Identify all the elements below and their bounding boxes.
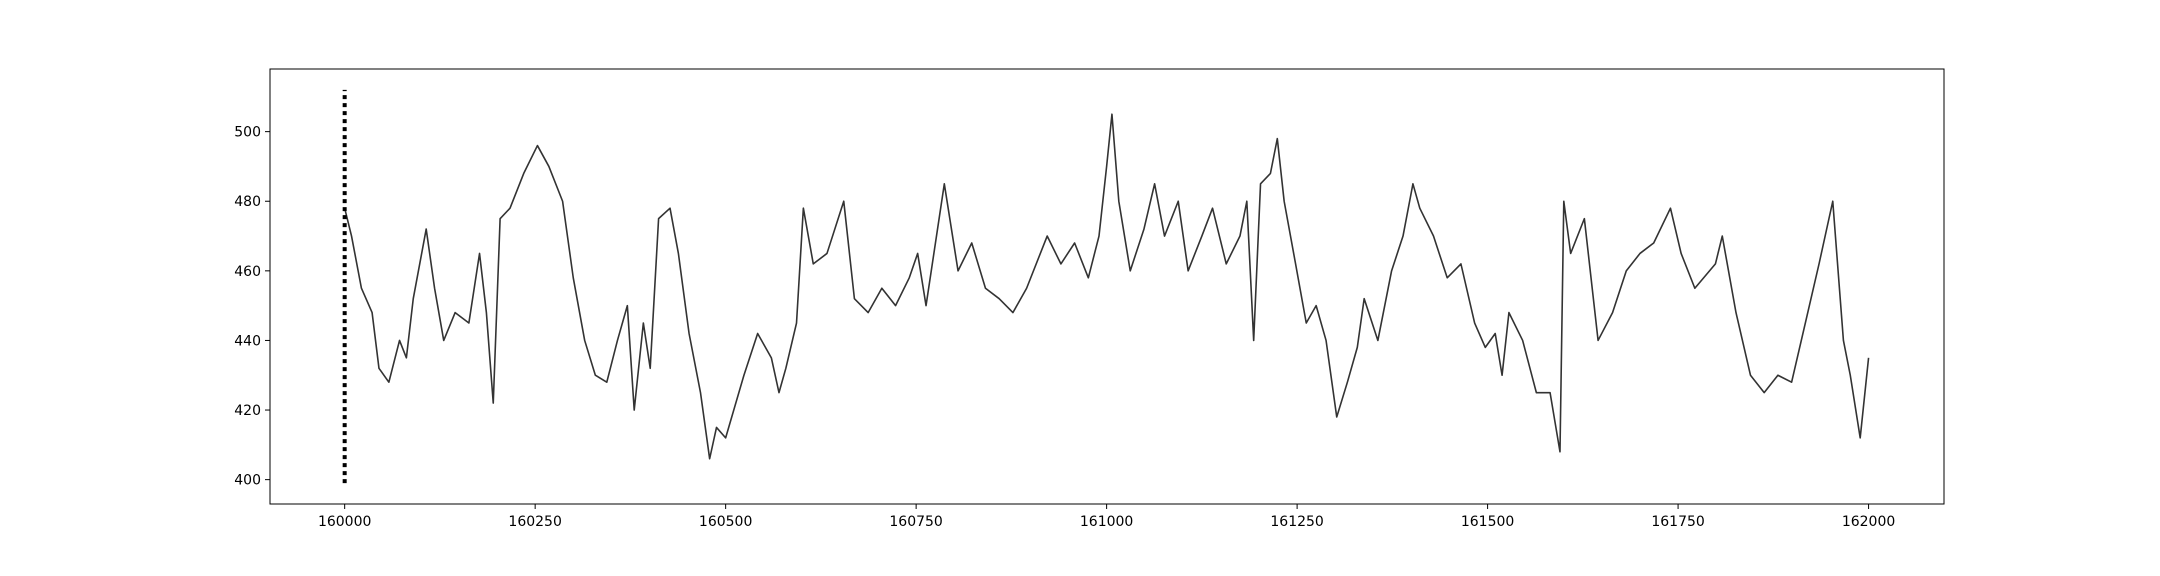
y-tick-label: 480 xyxy=(234,194,261,210)
y-tick-label: 420 xyxy=(234,403,261,419)
y-tick-label: 400 xyxy=(234,473,261,489)
x-tick-label: 161000 xyxy=(1080,514,1133,530)
y-tick-label: 500 xyxy=(234,125,261,141)
x-tick-label: 161750 xyxy=(1651,514,1704,530)
y-tick-label: 460 xyxy=(234,264,261,280)
data-line xyxy=(343,113,1870,460)
x-tick-label: 161500 xyxy=(1461,514,1514,530)
x-tick-label: 160750 xyxy=(889,514,942,530)
x-tick-label: 160000 xyxy=(318,514,371,530)
x-tick-label: 162000 xyxy=(1842,514,1895,530)
x-tick-label: 160500 xyxy=(699,514,752,530)
y-tick-label: 440 xyxy=(234,333,261,349)
plot-frame xyxy=(269,68,1945,505)
x-tick-label: 160250 xyxy=(508,514,561,530)
x-tick-label: 161250 xyxy=(1270,514,1323,530)
